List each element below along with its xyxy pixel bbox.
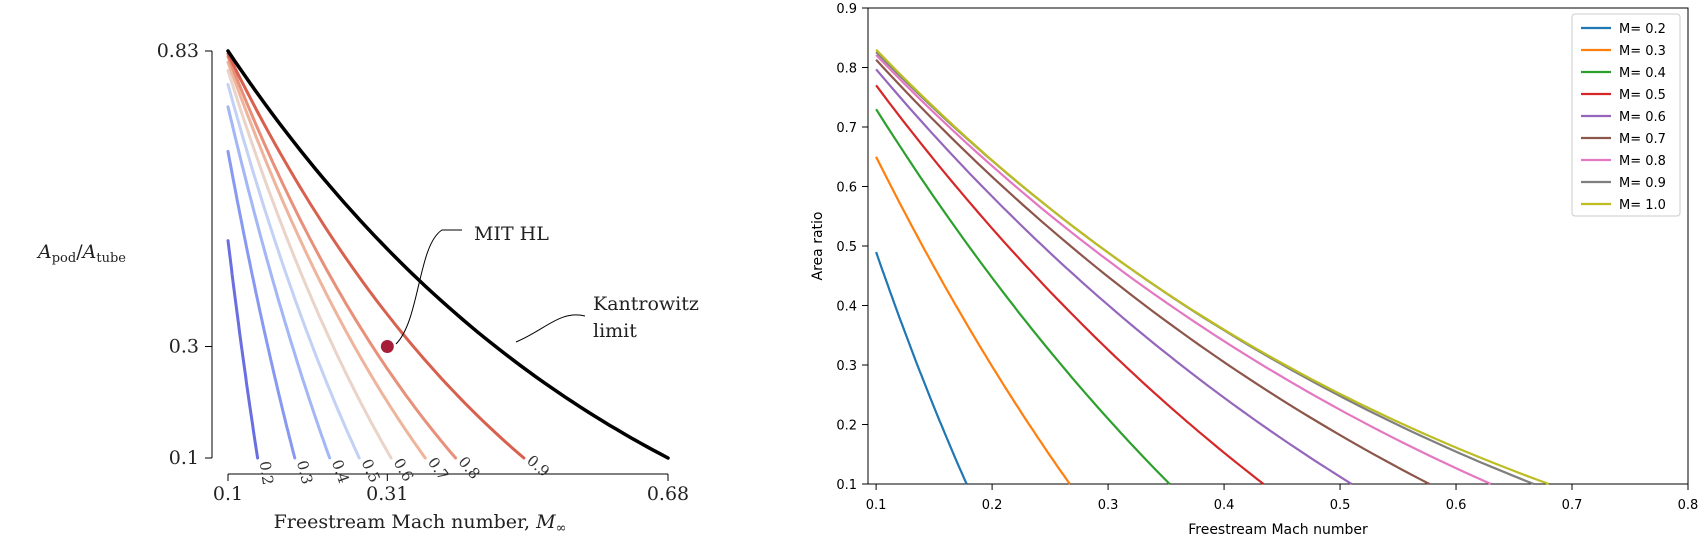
right-x-tick-label: 0.8 <box>1678 498 1699 513</box>
left-ylabel-num-sub: pod <box>52 251 76 266</box>
right-chart: 0.1 0.2 0.3 0.4 0.5 0.6 0.7 0.8 0.9 0.1 0.2 0.3 0.4… <box>810 2 1698 538</box>
left-ylabel-den-var: A <box>81 241 97 263</box>
right-y-tick-label: 0.2 <box>836 419 857 434</box>
contour-line <box>226 60 427 460</box>
right-x-tick-label: 0.1 <box>866 498 887 513</box>
right-x-tick-label: 0.7 <box>1562 498 1583 513</box>
kantrowitz-label-line2: limit <box>593 320 637 342</box>
left-x-axis-label: Freestream Mach number, M∞ <box>274 511 567 536</box>
mit-hl-label: MIT HL <box>474 223 549 245</box>
contour-line <box>226 55 458 460</box>
right-plot-frame <box>867 7 1689 485</box>
contour-line <box>226 239 260 460</box>
contour-line <box>226 105 332 460</box>
contour-line <box>226 52 526 460</box>
left-x-tick-label: 0.31 <box>366 483 408 505</box>
mit-hl-leader-line <box>395 229 462 345</box>
left-chart: 0.10.30.83 0.1 0.31 0.68 0.2 0.3 0.4 0.5 0.6 0.… <box>36 40 699 536</box>
mit-hl-point <box>380 339 394 353</box>
left-y-axis-label: Apod/Atube <box>36 241 126 266</box>
legend-label: M= 0.7 <box>1619 132 1666 147</box>
legend-label: M= 0.2 <box>1619 22 1666 37</box>
legend-label: M= 0.8 <box>1619 154 1666 169</box>
left-annotations: MIT HL Kantrowitz limit <box>380 223 699 353</box>
right-x-tick-label: 0.5 <box>1330 498 1351 513</box>
right-y-tick-label: 0.1 <box>836 478 857 493</box>
contour-label: 0.8 <box>455 453 484 483</box>
legend-label: M= 0.9 <box>1619 176 1666 191</box>
series-line <box>875 156 1071 485</box>
left-x-tick-label: 0.1 <box>213 483 243 505</box>
kantrowitz-label-line1: Kantrowitz <box>593 293 699 315</box>
contour-label: 0.7 <box>424 454 452 484</box>
right-y-axis-label: Area ratio <box>810 212 826 281</box>
legend: M= 0.2 M= 0.3 M= 0.4 M= 0.5 M= 0.6 M= 0.7 M= 0… <box>1571 13 1681 217</box>
left-y-tick-label: 0.3 <box>169 335 199 357</box>
left-axes <box>211 51 668 475</box>
right-y-tick-label: 0.7 <box>836 121 857 136</box>
left-y-ticks: 0.1 0.3 0.83 <box>157 40 212 469</box>
left-x-tick-label: 0.68 <box>647 483 689 505</box>
right-y-tick-label: 0.5 <box>836 240 857 255</box>
right-y-tick-label: 0.4 <box>836 300 857 315</box>
kantrowitz-line <box>226 49 670 460</box>
kantrowitz-limit-curve <box>226 49 670 460</box>
left-ylabel-slash: / <box>76 241 83 263</box>
legend-label: M= 0.6 <box>1619 110 1666 125</box>
right-x-tick-label: 0.4 <box>1214 498 1235 513</box>
contour-label: 0.4 <box>328 457 353 486</box>
right-y-tick-label: 0.3 <box>836 359 857 374</box>
series-line <box>875 68 1353 485</box>
left-y-tick-label: 0.1 <box>169 447 199 469</box>
series-line <box>875 84 1265 485</box>
contour-line <box>226 149 297 460</box>
left-x-ticks: 0.1 0.31 0.68 <box>213 474 689 505</box>
contour-label: 0.9 <box>523 451 553 480</box>
right-x-tick-label: 0.3 <box>1098 498 1119 513</box>
contour-line <box>226 69 393 460</box>
contour-label: 0.3 <box>293 458 316 486</box>
series-line <box>875 51 1535 486</box>
legend-box <box>1571 13 1681 217</box>
series-line <box>875 108 1171 485</box>
kantrowitz-leader-line <box>515 314 586 343</box>
right-x-ticks: 0.1 0.2 0.3 0.4 0.5 0.6 0.7 0.8 <box>866 484 1699 513</box>
left-ylabel-num-var: A <box>36 241 52 263</box>
series-line <box>875 59 1430 485</box>
right-y-tick-label: 0.9 <box>836 2 857 17</box>
left-xlabel-sub: ∞ <box>556 521 567 536</box>
right-x-axis-label: Freestream Mach number <box>1188 522 1368 538</box>
contour-label: 0.6 <box>390 455 417 485</box>
left-ylabel-den-sub: tube <box>96 251 126 266</box>
contour-label: 0.5 <box>358 456 384 485</box>
right-x-tick-label: 0.2 <box>982 498 1003 513</box>
right-y-ticks: 0.1 0.2 0.3 0.4 0.5 0.6 0.7 0.8 0.9 <box>836 2 868 493</box>
series-line <box>875 54 1492 486</box>
right-series-lines <box>875 48 1550 486</box>
right-y-tick-label: 0.8 <box>836 62 857 77</box>
legend-label: M= 1.0 <box>1619 198 1666 213</box>
right-x-tick-label: 0.6 <box>1446 498 1467 513</box>
legend-label: M= 0.3 <box>1619 44 1666 59</box>
legend-label: M= 0.5 <box>1619 88 1666 103</box>
legend-label: M= 0.4 <box>1619 66 1666 81</box>
left-contour-curves: 0.2 0.3 0.4 0.5 0.6 0.7 0.8 0.9 <box>226 52 553 486</box>
contour-line <box>226 83 361 460</box>
contour-label: 0.2 <box>256 460 277 486</box>
left-xlabel-var: M <box>535 511 556 533</box>
left-y-tick-label: 0.83 <box>157 40 199 62</box>
series-line <box>875 251 968 485</box>
right-y-tick-label: 0.6 <box>836 181 857 196</box>
left-xlabel-text: Freestream Mach number, <box>274 511 537 533</box>
series-line <box>875 48 1550 486</box>
